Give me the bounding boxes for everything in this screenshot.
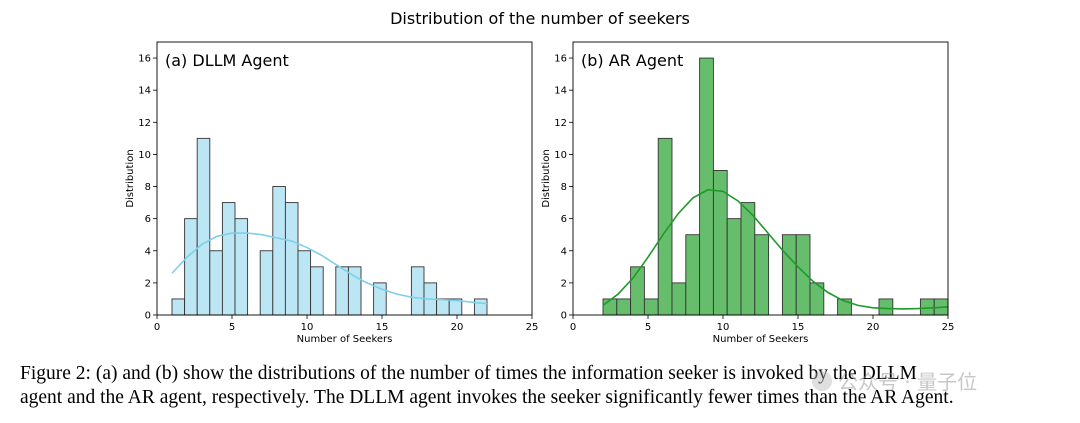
plot-frame: [156, 41, 533, 316]
x-tick-label: 10: [717, 322, 730, 333]
x-tick-label: 20: [451, 322, 464, 333]
histogram-bar: [726, 218, 742, 316]
y-tick-label: 4: [561, 246, 567, 257]
y-tick-label: 8: [561, 182, 567, 193]
chart-a: 0 5 10 15 20 25 0 2 4 6 8 10 12 14 16 Number of Seekers…: [125, 41, 539, 345]
plot-frame: [572, 41, 949, 316]
histogram-bar: [795, 234, 811, 316]
y-tick-label: 12: [554, 118, 567, 129]
figure-caption: Figure 2: (a) and (b) show the distribut…: [20, 362, 1065, 410]
watermark-text: 公众号 · 量子位: [838, 370, 978, 394]
x-tick-label: 25: [526, 322, 539, 333]
histogram-bar: [209, 250, 223, 316]
caption-line-2: agent and the AR agent, respectively. Th…: [20, 387, 954, 408]
histogram-bar: [284, 202, 299, 316]
histogram-bar: [272, 186, 286, 316]
histogram-bar: [171, 298, 186, 316]
histogram-bar: [473, 298, 488, 316]
x-tick-label: 5: [645, 322, 651, 333]
x-tick-label: 15: [792, 322, 805, 333]
histogram-bar: [657, 137, 673, 316]
y-tick-label: 2: [145, 278, 151, 289]
y-tick-label: 2: [561, 278, 567, 289]
x-tick-label: 15: [376, 322, 389, 333]
y-tick-label: 0: [561, 311, 567, 322]
histogram-bar: [685, 234, 701, 316]
y-tick-label: 0: [145, 311, 151, 322]
histogram-bar: [602, 298, 618, 316]
caption-line-1: Figure 2: (a) and (b) show the distribut…: [20, 363, 917, 384]
x-axis-label: Number of Seekers: [713, 334, 809, 345]
histogram-bar: [643, 298, 659, 316]
y-tick-label: 6: [561, 214, 567, 225]
x-tick-label: 10: [301, 322, 314, 333]
y-tick-label: 8: [145, 182, 151, 193]
wechat-logo-icon: [812, 370, 832, 391]
histogram-bar: [410, 266, 425, 316]
y-tick-label: 14: [138, 86, 151, 97]
panel-title: (b) AR Agent: [581, 51, 683, 70]
x-tick-label: 25: [942, 322, 955, 333]
histogram-bar: [616, 298, 632, 316]
histogram-bar: [919, 298, 935, 316]
histogram-bar: [184, 218, 198, 316]
y-tick-label: 16: [554, 54, 567, 65]
histogram-bar: [221, 202, 236, 316]
y-tick-label: 12: [138, 118, 151, 129]
y-tick-label: 16: [138, 54, 151, 65]
histogram-bar: [699, 57, 714, 316]
watermark: 公众号 · 量子位: [812, 366, 977, 395]
x-tick-label: 5: [229, 322, 235, 333]
y-tick-label: 6: [145, 214, 151, 225]
histogram-bar: [754, 234, 770, 316]
histogram-bar: [259, 250, 274, 316]
y-tick-label: 4: [145, 246, 151, 257]
x-tick-label: 20: [867, 322, 880, 333]
y-axis-label: Distribution: [125, 149, 136, 207]
histogram-bar: [740, 202, 756, 316]
kde-line: [602, 188, 949, 310]
figure-title: Distribution of the number of seekers: [390, 9, 690, 28]
histogram-bar: [335, 266, 349, 316]
histogram-bar: [781, 234, 797, 316]
histogram-bar: [630, 266, 645, 316]
histogram-bar: [436, 298, 450, 316]
x-tick-label: 0: [570, 322, 576, 333]
histogram-bar: [671, 282, 687, 316]
y-tick-label: 10: [138, 150, 151, 161]
histogram-bar: [297, 250, 312, 316]
histogram-bar: [310, 266, 324, 316]
panel-title: (a) DLLM Agent: [165, 51, 289, 70]
chart-b: 0 5 10 15 20 25 0 2 4 6 8 10 12 14 16 Number of Seekers…: [541, 41, 955, 345]
y-tick-label: 14: [554, 86, 567, 97]
histogram-bar: [196, 137, 211, 316]
y-axis-label: Distribution: [541, 149, 552, 207]
histogram-bar: [878, 298, 894, 316]
y-tick-label: 10: [554, 150, 567, 161]
x-tick-label: 0: [154, 322, 160, 333]
kde-line: [171, 232, 488, 305]
x-axis-label: Number of Seekers: [297, 334, 393, 345]
